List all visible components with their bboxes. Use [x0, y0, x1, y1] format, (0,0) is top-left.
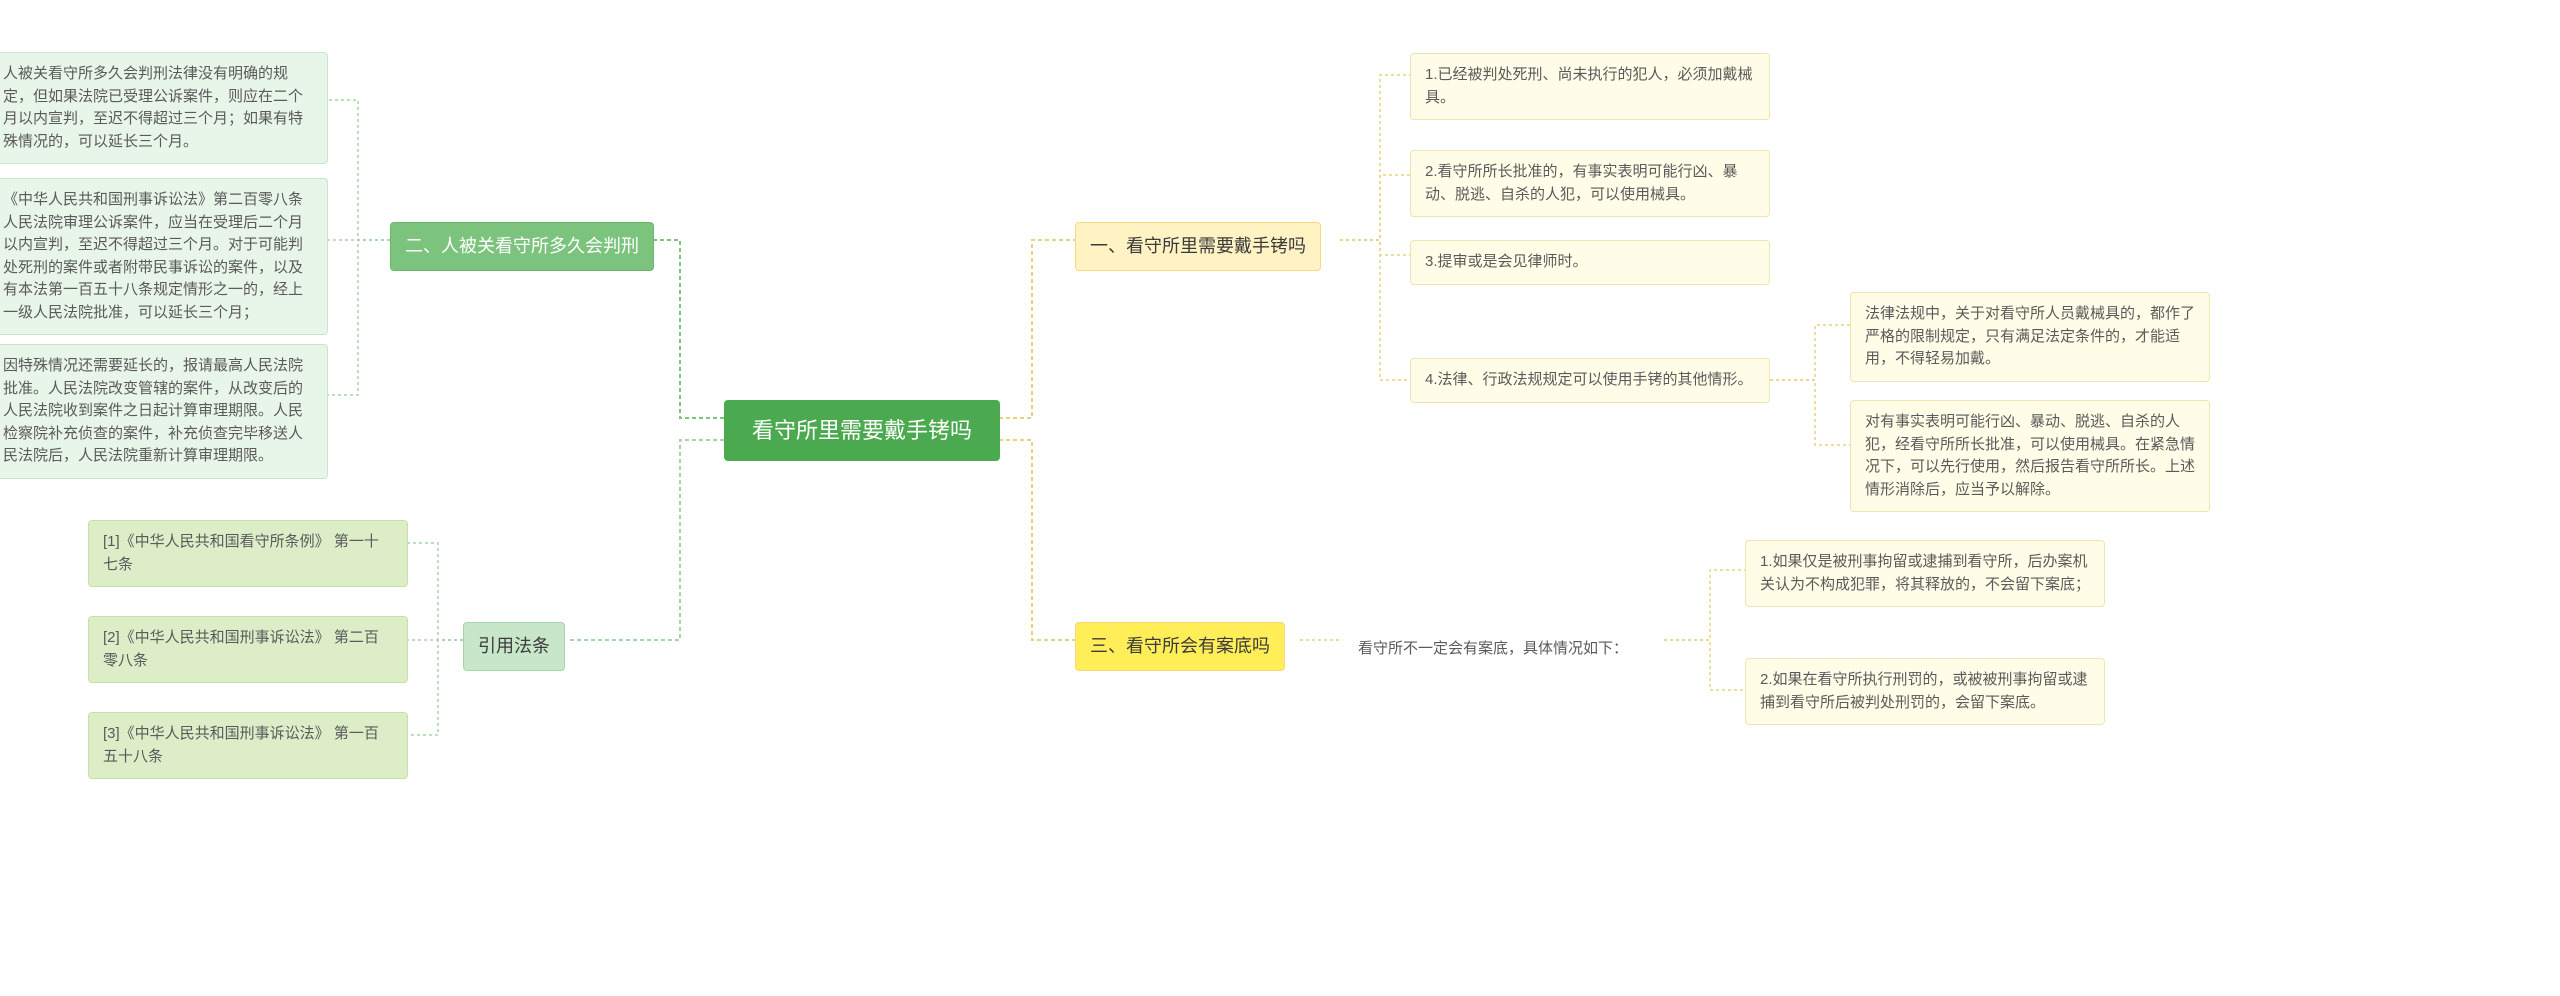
root-node: 看守所里需要戴手铐吗: [724, 400, 1000, 461]
citation-3: [3]《中华人民共和国刑事诉讼法》 第一百五十八条: [88, 712, 408, 779]
citations-node: 引用法条: [463, 622, 565, 671]
citation-1: [1]《中华人民共和国看守所条例》 第一十七条: [88, 520, 408, 587]
branch2-leaf2: 《中华人民共和国刑事诉讼法》第二百零八条人民法院审理公诉案件，应当在受理后二个月…: [0, 178, 328, 335]
citation-2: [2]《中华人民共和国刑事诉讼法》 第二百零八条: [88, 616, 408, 683]
branch3-intro: 看守所不一定会有案底，具体情况如下：: [1344, 628, 1664, 671]
branch2-node: 二、人被关看守所多久会判刑: [390, 222, 654, 271]
branch3-leaf1: 1.如果仅是被刑事拘留或逮捕到看守所，后办案机关认为不构成犯罪，将其释放的，不会…: [1745, 540, 2105, 607]
branch3-leaf2: 2.如果在看守所执行刑罚的，或被被刑事拘留或逮捕到看守所后被判处刑罚的，会留下案…: [1745, 658, 2105, 725]
branch1-leaf2: 2.看守所所长批准的，有事实表明可能行凶、暴动、脱逃、自杀的人犯，可以使用械具。: [1410, 150, 1770, 217]
branch1-sub4-2: 对有事实表明可能行凶、暴动、脱逃、自杀的人犯，经看守所所长批准，可以使用械具。在…: [1850, 400, 2210, 512]
branch1-leaf3: 3.提审或是会见律师时。: [1410, 240, 1770, 285]
branch2-leaf3: 因特殊情况还需要延长的，报请最高人民法院批准。人民法院改变管辖的案件，从改变后的…: [0, 344, 328, 479]
branch1-node: 一、看守所里需要戴手铐吗: [1075, 222, 1321, 271]
branch2-leaf1: 人被关看守所多久会判刑法律没有明确的规定，但如果法院已受理公诉案件，则应在二个月…: [0, 52, 328, 164]
branch3-node: 三、看守所会有案底吗: [1075, 622, 1285, 671]
branch1-leaf1: 1.已经被判处死刑、尚未执行的犯人，必须加戴械具。: [1410, 53, 1770, 120]
branch1-sub4-1: 法律法规中，关于对看守所人员戴械具的，都作了严格的限制规定，只有满足法定条件的，…: [1850, 292, 2210, 382]
branch1-leaf4: 4.法律、行政法规规定可以使用手铐的其他情形。: [1410, 358, 1770, 403]
